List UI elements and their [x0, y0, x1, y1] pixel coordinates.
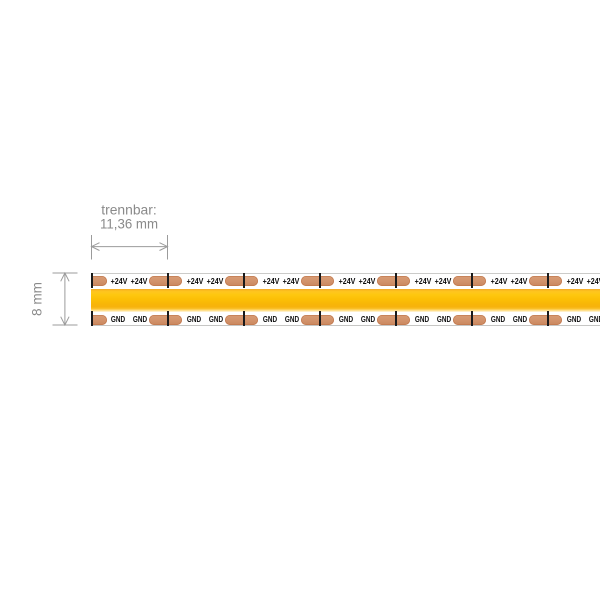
svg-text:trennbar:: trennbar:	[101, 201, 157, 217]
svg-text:11,36 mm: 11,36 mm	[100, 215, 158, 231]
svg-text:8 mm: 8 mm	[29, 282, 45, 316]
